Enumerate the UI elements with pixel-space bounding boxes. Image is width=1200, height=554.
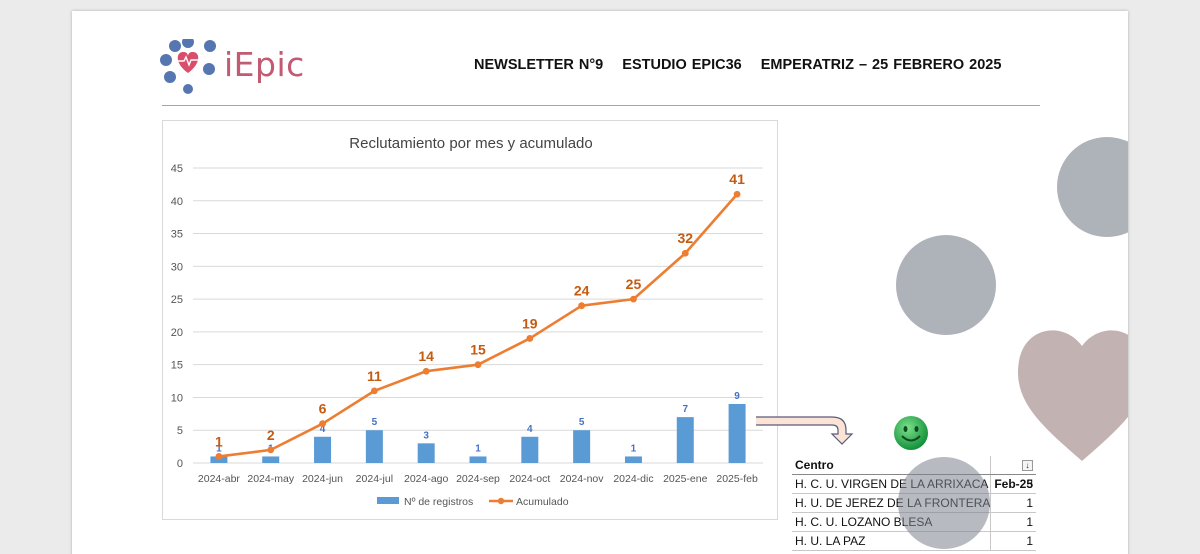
center-count: 3: [990, 475, 1036, 493]
newsletter-page: iEpic NEWSLETTER N°9 ESTUDIO EPIC36 EMPE…: [72, 11, 1128, 554]
decorative-shapes: [896, 137, 1128, 549]
bar-data-label: 4: [320, 424, 326, 435]
chart-canvas: Reclutamiento por mes y acumulado0510152…: [171, 135, 763, 508]
bar: [728, 404, 746, 463]
deco-circle: [896, 235, 996, 335]
header-divider: [162, 105, 1040, 106]
x-tick-label: 2024-ago: [404, 473, 449, 485]
legend-label: Nº de registros: [404, 496, 473, 508]
line-data-label: 6: [319, 401, 327, 417]
line-data-label: 2: [267, 427, 275, 443]
bar: [365, 430, 383, 463]
x-tick-label: 2024-oct: [509, 473, 550, 485]
bar-data-label: 1: [475, 443, 481, 454]
line-data-label: 14: [418, 348, 434, 364]
bar: [676, 417, 694, 463]
col-header-month-label: Feb-25: [994, 477, 1033, 491]
curved-arrow-icon: [756, 416, 854, 445]
line-data-label: 11: [367, 368, 382, 384]
x-tick-label: 2025-feb: [716, 473, 758, 485]
bar-data-label: 4: [527, 424, 533, 435]
x-tick-label: 2024-jun: [302, 473, 343, 485]
bar-data-label: 9: [734, 391, 740, 402]
line-point: [526, 335, 534, 342]
y-tick-label: 0: [177, 458, 183, 470]
y-tick-label: 40: [171, 196, 183, 208]
heart-icon: [1018, 330, 1128, 461]
line-point: [319, 420, 326, 428]
y-tick-label: 15: [171, 360, 183, 372]
table-row: H. U. LA PAZ 1: [792, 532, 1036, 551]
bar: [262, 456, 280, 463]
x-tick-label: 2024-may: [247, 473, 294, 485]
line-data-label: 15: [470, 342, 486, 358]
y-tick-label: 30: [171, 261, 183, 273]
legend-label: Acumulado: [516, 496, 569, 508]
y-tick-label: 20: [171, 327, 183, 339]
bar: [417, 443, 435, 463]
bar-data-label: 3: [423, 430, 429, 441]
bar: [573, 430, 591, 463]
newsletter-header: NEWSLETTER N°9 ESTUDIO EPIC36 EMPERATRIZ…: [474, 57, 1015, 73]
center-date: EMPERATRIZ – 25 FEBRERO 2025: [760, 57, 1002, 73]
center-count: 1: [990, 532, 1036, 550]
line-point: [370, 387, 378, 395]
bar: [314, 436, 332, 463]
newsletter-number: NEWSLETTER N°9: [474, 57, 604, 73]
line-data-label: 41: [729, 171, 745, 187]
legend-marker: [497, 497, 505, 505]
x-tick-label: 2024-sep: [456, 473, 500, 485]
x-tick-label: 2024-dic: [613, 473, 653, 485]
bar: [624, 456, 642, 463]
line-point: [267, 446, 275, 454]
x-tick-label: 2024-jul: [356, 473, 393, 485]
center-name: H. C. U. LOZANO BLESA: [795, 515, 933, 529]
chart-title: Reclutamiento por mes y acumulado: [349, 135, 592, 152]
bar-data-label: 5: [579, 417, 585, 428]
iepic-logo-icon: [160, 39, 216, 94]
line-point: [474, 361, 482, 369]
col-header-center-label: Centro: [795, 458, 834, 472]
line-point: [630, 295, 637, 303]
center-count: 1: [990, 513, 1036, 531]
y-tick-label: 10: [171, 392, 183, 404]
line-point: [681, 249, 689, 257]
x-tick-label: 2024-nov: [560, 473, 605, 485]
y-tick-label: 25: [171, 294, 183, 306]
smiley-face-icon: [894, 416, 928, 450]
col-header-center: Centro: [792, 456, 990, 474]
deco-circle: [898, 457, 990, 549]
logo-text: iEpic: [224, 45, 305, 84]
line-point: [215, 453, 223, 460]
sort-filter-icon[interactable]: ↓: [1022, 460, 1033, 472]
line-point: [578, 302, 586, 310]
col-header-month: ↓ Feb-25: [990, 456, 1036, 491]
deco-circle: [1057, 137, 1128, 237]
x-tick-label: 2024-abr: [198, 473, 241, 485]
line-data-label: 32: [677, 230, 693, 246]
line-data-label: 19: [522, 315, 538, 331]
y-tick-label: 5: [177, 425, 183, 437]
y-tick-label: 45: [171, 163, 183, 175]
center-count: 1: [990, 494, 1036, 512]
bar-data-label: 5: [372, 417, 378, 428]
bar-data-label: 7: [682, 404, 688, 415]
line-data-label: 25: [626, 276, 642, 292]
bar: [469, 456, 487, 463]
bar-data-label: 1: [216, 443, 222, 454]
bar: [521, 436, 539, 463]
bar-data-label: 1: [631, 443, 637, 454]
line-point: [733, 190, 741, 198]
recruitment-chart: Reclutamiento por mes y acumulado 0 5 10 15 2…: [162, 120, 778, 520]
line-data-label: 24: [574, 283, 590, 299]
center-name: H. U. LA PAZ: [795, 534, 866, 548]
line-data-label: 1: [215, 433, 223, 449]
legend-swatch-bar: [377, 497, 399, 504]
y-tick-label: 35: [171, 229, 183, 241]
x-tick-label: 2025-ene: [663, 473, 708, 485]
line-point: [422, 367, 430, 375]
study-name: ESTUDIO EPIC36: [622, 57, 742, 73]
